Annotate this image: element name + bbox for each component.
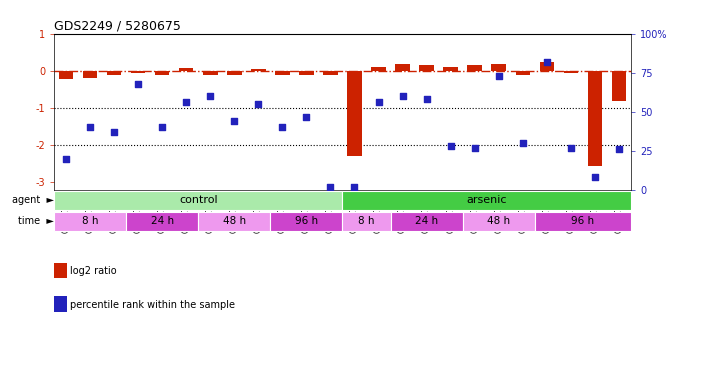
Bar [420, 65, 434, 71]
Text: 8 h: 8 h [82, 216, 98, 226]
Bar [227, 71, 242, 75]
Point [493, 73, 505, 79]
Text: percentile rank within the sample: percentile rank within the sample [70, 300, 235, 309]
Point [277, 124, 288, 130]
Bar [251, 69, 265, 71]
Bar [107, 71, 121, 75]
Text: 8 h: 8 h [358, 216, 375, 226]
Point [301, 114, 312, 120]
Bar [588, 71, 602, 166]
Bar [539, 62, 554, 71]
Point [180, 99, 192, 105]
Bar [323, 71, 337, 75]
Bar [299, 71, 314, 75]
Point [613, 146, 624, 152]
Text: control: control [179, 195, 218, 205]
Bar [54, 212, 126, 231]
Point [541, 59, 552, 65]
Bar [535, 212, 631, 231]
Bar [342, 212, 391, 231]
Bar [463, 212, 535, 231]
Point [61, 156, 72, 162]
Bar [275, 71, 290, 75]
Point [397, 93, 408, 99]
Bar [59, 71, 74, 79]
Point [421, 96, 433, 102]
Point [252, 101, 264, 107]
Point [445, 143, 456, 149]
Bar [342, 191, 631, 210]
Bar [516, 71, 530, 75]
Point [324, 184, 336, 190]
Text: arsenic: arsenic [466, 195, 507, 205]
Bar [155, 71, 169, 75]
Bar [270, 212, 342, 231]
Bar [564, 71, 578, 73]
Point [84, 124, 96, 130]
Point [156, 124, 168, 130]
Point [517, 140, 528, 146]
Bar [395, 64, 410, 71]
Text: 48 h: 48 h [487, 216, 510, 226]
Text: 48 h: 48 h [223, 216, 246, 226]
Point [133, 81, 144, 87]
Bar [179, 68, 193, 71]
Bar [391, 212, 463, 231]
Bar [371, 67, 386, 71]
Bar [348, 71, 362, 156]
Text: 96 h: 96 h [295, 216, 318, 226]
Point [589, 174, 601, 180]
Bar [443, 67, 458, 71]
Bar [131, 71, 146, 73]
Bar [203, 71, 218, 75]
Bar [126, 212, 198, 231]
Point [349, 184, 360, 190]
Bar [198, 212, 270, 231]
Text: GDS2249 / 5280675: GDS2249 / 5280675 [54, 20, 181, 33]
Point [373, 99, 384, 105]
Point [108, 129, 120, 135]
Text: log2 ratio: log2 ratio [70, 266, 117, 276]
Text: 96 h: 96 h [571, 216, 594, 226]
Bar [83, 71, 97, 78]
Bar [611, 71, 626, 100]
Bar [492, 64, 506, 71]
Point [205, 93, 216, 99]
Point [565, 145, 577, 151]
Text: agent  ►: agent ► [12, 195, 54, 205]
Text: 24 h: 24 h [151, 216, 174, 226]
Text: time  ►: time ► [18, 216, 54, 226]
Bar [467, 65, 482, 71]
Point [229, 118, 240, 124]
Bar [54, 191, 342, 210]
Point [469, 145, 480, 151]
Text: 24 h: 24 h [415, 216, 438, 226]
